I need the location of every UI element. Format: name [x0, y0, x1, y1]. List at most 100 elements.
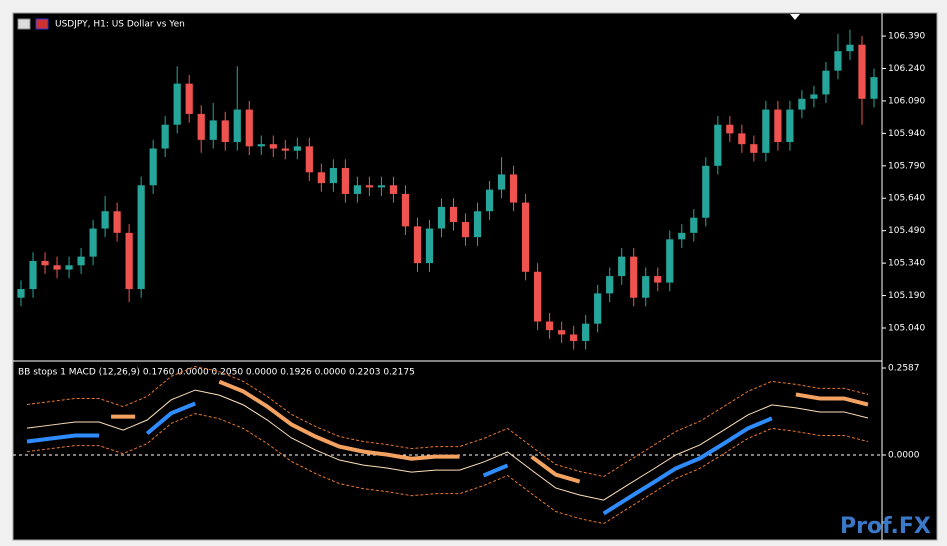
- y-tick-label: 105.040: [888, 323, 925, 333]
- y-tick-label: 105.940: [888, 129, 925, 139]
- candle-body: [786, 109, 794, 143]
- candle-body: [65, 265, 73, 270]
- y-tick-label: 0.2587: [888, 363, 920, 373]
- candle-body: [570, 334, 578, 341]
- candle-body: [461, 222, 470, 238]
- candle-body: [245, 109, 253, 147]
- indicator-line: [602, 416, 773, 516]
- candle-body: [437, 206, 446, 229]
- candle-body: [17, 289, 25, 298]
- candle-body: [750, 144, 758, 153]
- candle-body: [618, 256, 626, 277]
- candle-body: [401, 193, 410, 227]
- y-tick-label: 106.390: [888, 32, 925, 42]
- candle-body: [798, 98, 806, 110]
- candle-body: [41, 260, 49, 266]
- candle-body: [870, 77, 878, 99]
- indicator-line: [26, 389, 869, 501]
- indicator-line: [26, 433, 100, 444]
- candle-body: [197, 113, 205, 140]
- y-tick-label: 105.790: [888, 161, 925, 171]
- candle-body: [365, 185, 374, 188]
- candle-body: [858, 44, 866, 99]
- candle-body: [233, 109, 241, 143]
- y-tick-label: 105.190: [888, 291, 925, 301]
- candle-body: [666, 239, 674, 283]
- candle-body: [149, 148, 157, 186]
- candle-body: [822, 70, 830, 95]
- candle-body: [317, 172, 325, 184]
- candle-body: [293, 146, 301, 151]
- candle-body: [77, 256, 85, 266]
- candle-body: [413, 226, 422, 264]
- candle-body: [113, 211, 121, 233]
- candle-body: [762, 109, 770, 153]
- candle-body: [185, 83, 193, 114]
- indicator-line: [145, 401, 196, 436]
- candle-body: [425, 228, 434, 264]
- candle-body: [101, 211, 109, 229]
- candle-body: [521, 202, 530, 272]
- chart-title: USDJPY, H1: US Dollar vs Yen: [55, 20, 185, 30]
- indicator-line: [482, 463, 509, 478]
- candle-body: [353, 185, 361, 194]
- candle-body: [582, 323, 590, 341]
- y-tick-label: 0.0000: [888, 450, 920, 460]
- candle-body: [606, 276, 614, 294]
- indicator-line: [26, 366, 869, 478]
- candle-body: [497, 174, 506, 190]
- chart-area: [12, 12, 938, 541]
- candle-body: [690, 217, 698, 233]
- candle-body: [389, 185, 398, 194]
- candle-body: [173, 83, 181, 125]
- candle-body: [269, 144, 277, 149]
- candle-body: [714, 124, 722, 166]
- candle-body: [594, 293, 602, 324]
- y-tick-label: 105.490: [888, 226, 925, 236]
- candle-body: [678, 232, 686, 240]
- y-tick-label: 105.340: [888, 259, 925, 269]
- candle-body: [774, 109, 782, 143]
- flag-icon: [35, 18, 49, 30]
- candle-body: [89, 228, 97, 257]
- indicator-title: BB stops 1 MACD (12,26,9) 0.1760 0.0000 …: [18, 368, 415, 378]
- candle-body: [161, 124, 169, 149]
- candle-body: [834, 51, 842, 71]
- candle-body: [630, 256, 638, 298]
- candle-body: [449, 206, 458, 223]
- y-tick-label: 106.240: [888, 64, 925, 74]
- shift-marker: [790, 14, 800, 20]
- candle-body: [654, 276, 662, 283]
- candle-body: [846, 44, 854, 52]
- candle-body: [485, 189, 494, 212]
- candle-body: [702, 165, 710, 218]
- candle-body: [377, 185, 386, 188]
- watermark: Prof.FX: [840, 514, 931, 539]
- candle-body: [281, 148, 289, 151]
- indicator-line: [218, 379, 460, 461]
- indicator-line: [795, 392, 869, 407]
- candle-body: [473, 211, 482, 238]
- candle-body: [53, 265, 61, 270]
- candle-body: [509, 174, 518, 203]
- candle-body: [534, 271, 542, 322]
- candle-body: [810, 94, 818, 99]
- candle-body: [341, 167, 349, 194]
- candle-body: [125, 232, 133, 290]
- candle-body: [137, 185, 145, 290]
- candle-body: [29, 260, 37, 290]
- candle-body: [738, 133, 746, 145]
- candle-body: [209, 120, 217, 140]
- candle-body: [221, 120, 229, 143]
- y-tick-label: 106.090: [888, 96, 925, 106]
- icon: [17, 18, 31, 30]
- candle-body: [726, 124, 734, 134]
- candle-body: [305, 146, 313, 173]
- candle-body: [257, 144, 265, 147]
- candle-body: [558, 330, 566, 335]
- indicator-line: [530, 455, 581, 484]
- candle-body: [546, 321, 554, 331]
- y-tick-label: 105.640: [888, 194, 925, 204]
- candle-body: [642, 276, 650, 298]
